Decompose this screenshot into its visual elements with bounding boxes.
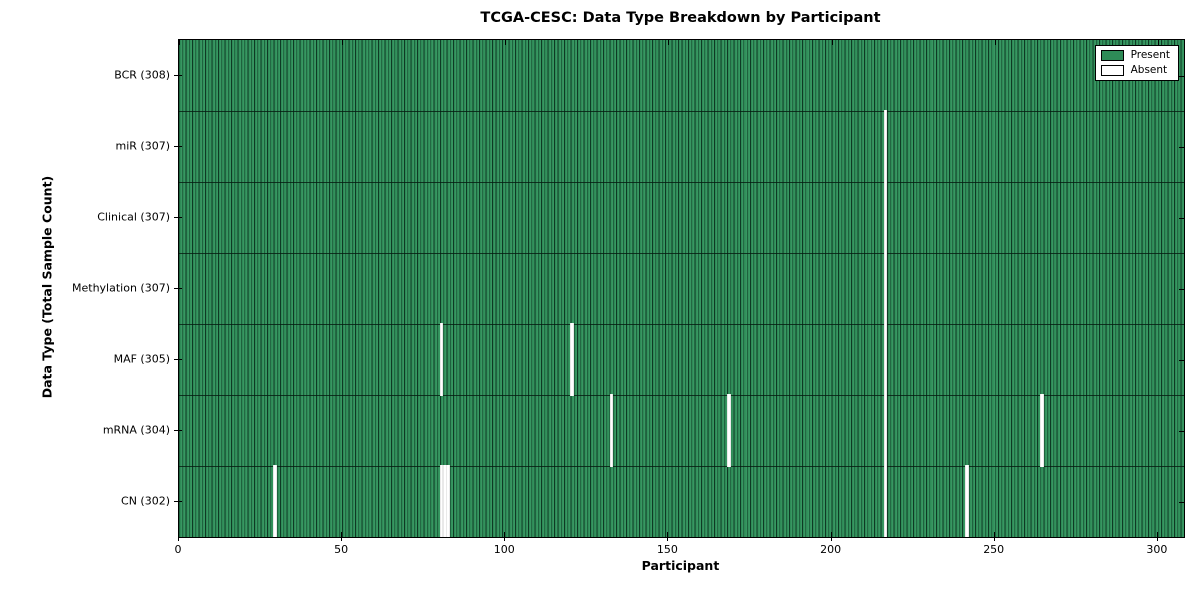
- x-axis-label: Participant: [641, 558, 720, 573]
- y-tick-right: [1179, 430, 1184, 432]
- y-tick-label-cn: CN (302): [121, 494, 170, 507]
- row-boundary-line: [179, 252, 1184, 254]
- absent-marker-clinical-216: [883, 181, 888, 254]
- y-tick-right: [1179, 75, 1184, 77]
- x-tick-top: [1157, 40, 1159, 45]
- present-swatch: [1100, 50, 1124, 61]
- present-bars-mir: [179, 111, 1184, 182]
- y-tick-label-bcr: BCR (308): [114, 68, 170, 81]
- x-tick-label-300: 300: [1146, 543, 1168, 556]
- y-tick-right: [1179, 217, 1184, 219]
- row-band-maf: [179, 324, 1184, 395]
- absent-marker-mrna-264: [1040, 394, 1044, 467]
- absent-marker-cn-216: [883, 465, 888, 537]
- x-tick-bottom: [341, 532, 343, 541]
- y-tick-left: [174, 145, 182, 147]
- legend-label-absent: Absent: [1130, 64, 1168, 77]
- present-bars-maf: [179, 324, 1184, 395]
- present-bars-methylation: [179, 253, 1184, 324]
- x-tick-top: [994, 40, 996, 45]
- legend-label-present: Present: [1130, 49, 1170, 62]
- row-band-clinical: [179, 182, 1184, 253]
- y-tick-right: [1179, 288, 1184, 290]
- present-bars-bcr: [179, 40, 1184, 111]
- y-tick-left: [174, 500, 182, 502]
- x-tick-label-50: 50: [334, 543, 349, 556]
- y-tick-left: [174, 429, 182, 431]
- x-tick-top: [668, 40, 670, 45]
- x-tick-label-250: 250: [983, 543, 1005, 556]
- absent-marker-mrna-168: [727, 394, 731, 467]
- x-tick-label-200: 200: [820, 543, 842, 556]
- row-boundary-line: [179, 110, 1184, 112]
- absent-marker-maf-120: [570, 323, 574, 396]
- absent-marker-mrna-132: [609, 394, 614, 467]
- legend-entry-present: Present: [1100, 49, 1170, 62]
- row-boundary-line: [179, 181, 1184, 183]
- absent-marker-cn-29: [273, 465, 278, 537]
- y-tick-label-mir: miR (307): [115, 139, 171, 152]
- absent-marker-mrna-216: [883, 394, 888, 467]
- y-tick-right: [1179, 146, 1184, 148]
- absent-marker-maf-216: [883, 323, 888, 396]
- absent-marker-cn-241: [965, 465, 969, 537]
- y-tick-right: [1179, 501, 1184, 503]
- y-tick-left: [174, 358, 182, 360]
- absent-marker-methylation-216: [883, 252, 888, 325]
- x-tick-top: [831, 40, 833, 45]
- y-tick-label-mrna: mRNA (304): [102, 423, 170, 436]
- present-bars-cn: [179, 466, 1184, 537]
- y-tick-right: [1179, 359, 1184, 361]
- legend: Present Absent: [1094, 45, 1179, 81]
- y-tick-left: [174, 287, 182, 289]
- row-boundary-line: [179, 323, 1184, 325]
- row-band-mir: [179, 111, 1184, 182]
- legend-entry-absent: Absent: [1100, 64, 1170, 77]
- row-band-cn: [179, 466, 1184, 537]
- x-tick-bottom: [178, 532, 179, 541]
- row-boundary-line: [179, 465, 1184, 467]
- y-tick-label-maf: MAF (305): [113, 352, 170, 365]
- x-tick-top: [179, 40, 180, 45]
- y-axis-label: Data Type (Total Sample Count): [39, 175, 55, 399]
- present-bars-clinical: [179, 182, 1184, 253]
- present-bars-mrna: [179, 395, 1184, 466]
- row-band-mrna: [179, 395, 1184, 466]
- plot-area: Present Absent: [178, 39, 1185, 538]
- y-tick-label-methylation: Methylation (307): [72, 281, 170, 294]
- x-tick-top: [505, 40, 507, 45]
- row-band-methylation: [179, 253, 1184, 324]
- x-tick-top: [342, 40, 344, 45]
- x-tick-bottom: [667, 532, 669, 541]
- y-tick-label-clinical: Clinical (307): [97, 210, 170, 223]
- absent-marker-mir-216: [883, 110, 888, 183]
- row-boundary-line: [179, 394, 1184, 396]
- chart-title: TCGA-CESC: Data Type Breakdown by Partic…: [480, 10, 881, 26]
- y-tick-left: [174, 74, 182, 76]
- x-tick-label-0: 0: [174, 543, 182, 556]
- absent-marker-cn-80: [439, 465, 444, 537]
- absent-marker-cn-82: [446, 465, 450, 537]
- x-tick-label-100: 100: [493, 543, 515, 556]
- absent-swatch: [1100, 65, 1124, 76]
- absent-marker-maf-80: [439, 323, 444, 396]
- x-tick-bottom: [1156, 532, 1158, 541]
- x-tick-bottom: [830, 532, 832, 541]
- row-band-bcr: [179, 40, 1184, 111]
- x-tick-label-150: 150: [656, 543, 678, 556]
- x-tick-bottom: [504, 532, 506, 541]
- absent-marker-cn-81: [443, 465, 447, 537]
- x-tick-bottom: [993, 532, 995, 541]
- y-tick-left: [174, 216, 182, 218]
